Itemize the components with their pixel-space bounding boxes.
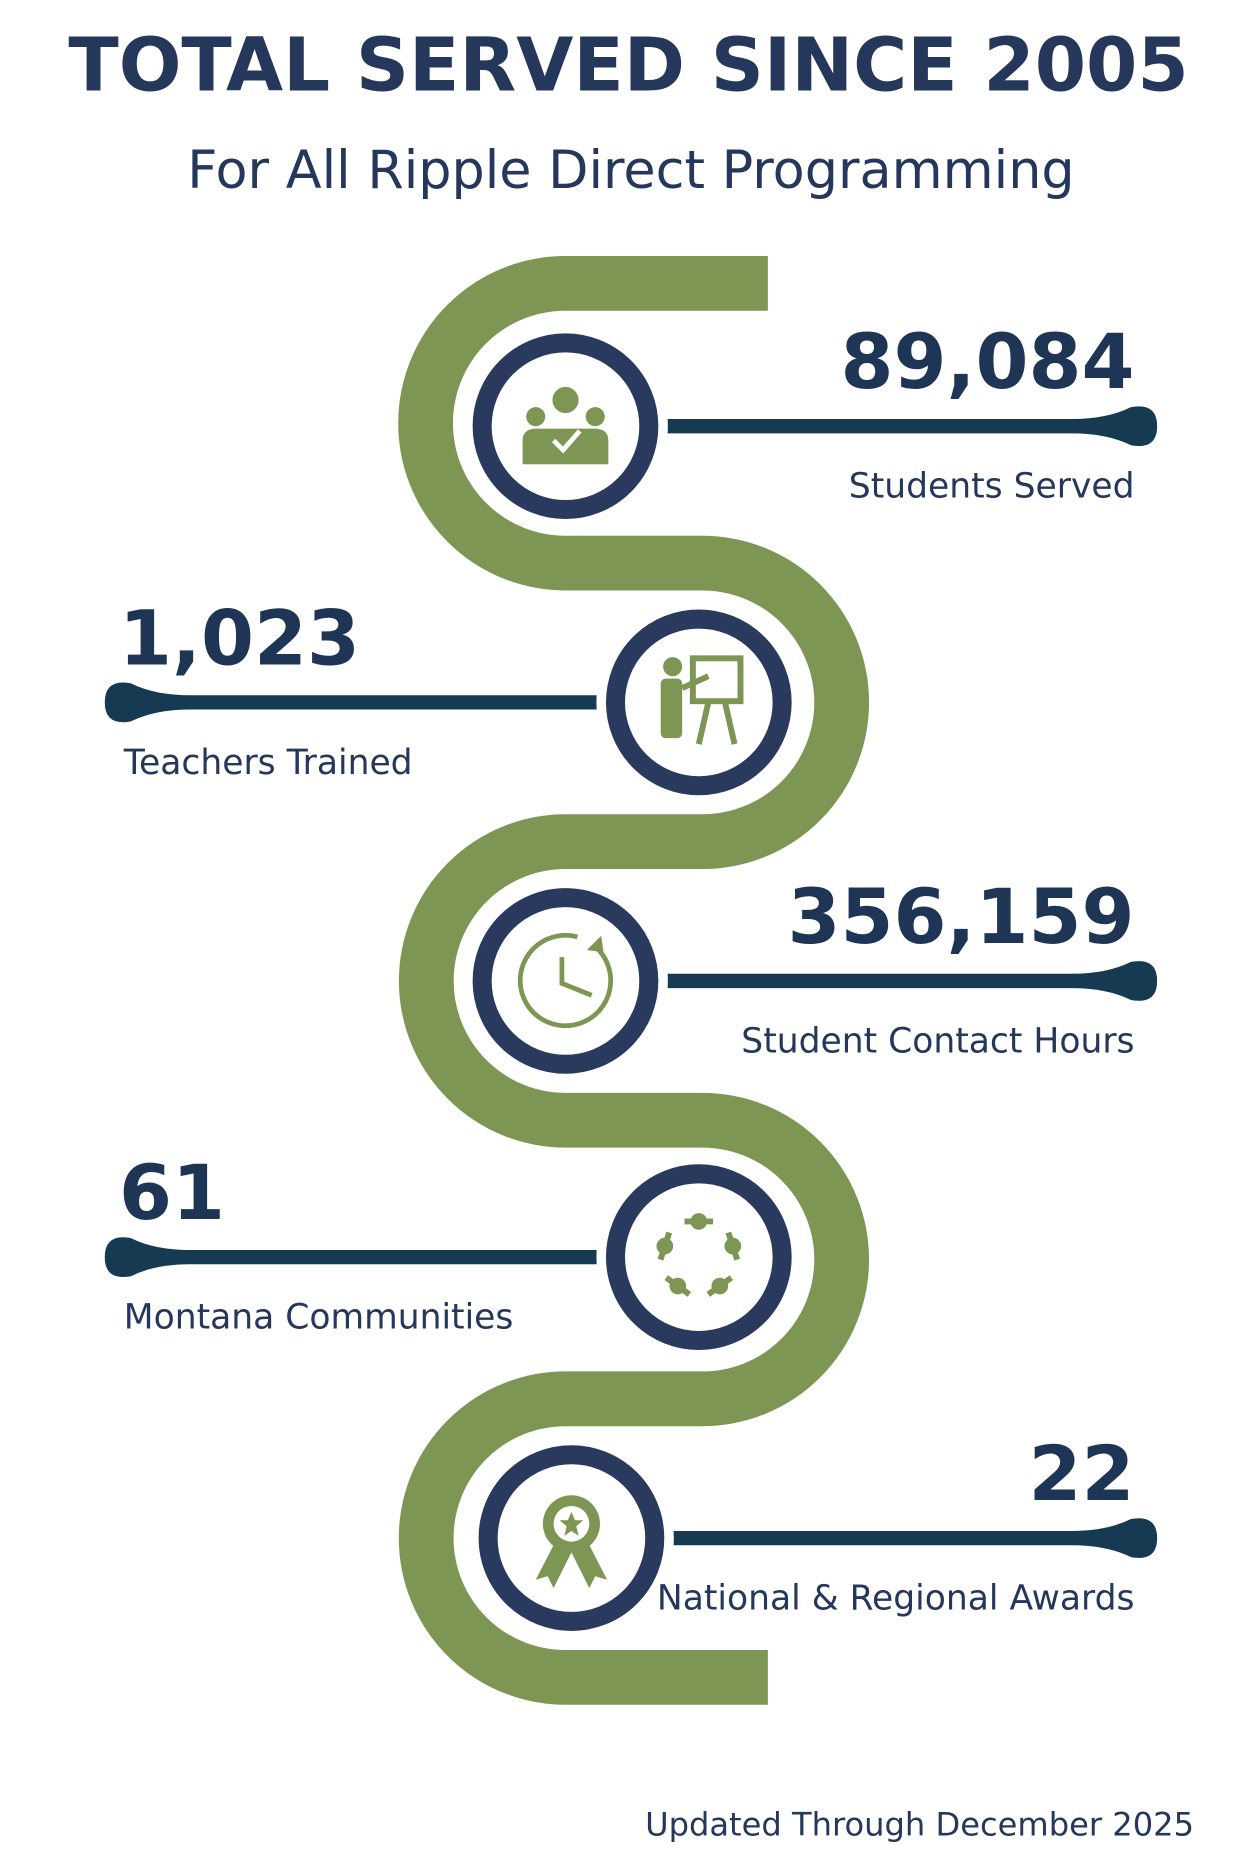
stat-item: 356,159 Student Contact Hours [463,872,1158,1084]
icon [551,429,582,454]
stat-value: 1,023 [119,593,360,682]
connector [565,406,1158,447]
icon [559,957,593,998]
connector [571,1518,1158,1558]
stat-label: National & Regional Awards [657,1579,1135,1619]
stat-value: 356,159 [788,872,1135,961]
icon [725,1231,741,1261]
stat-item: 22 National & Regional Awards [469,1429,1158,1641]
icon [559,1511,584,1536]
icon [660,678,683,739]
icon [535,1538,608,1589]
icon-ring [472,888,659,1074]
icon [552,386,579,414]
stat-value: 89,084 [841,317,1135,406]
icon [663,657,683,677]
icon [657,1231,673,1261]
stat-item: 1,023 Teachers Trained [104,593,802,805]
stats: 89,084 Students Served 1,023 Teachers Train… [104,317,1158,1641]
icon [706,1275,734,1297]
icon [689,655,744,705]
stat-value: 61 [119,1148,225,1237]
icon [586,935,604,953]
icon-ring [472,333,659,520]
subtitle: For All Ripple Direct Programming [187,140,1074,201]
stat-label: Student Contact Hours [741,1021,1134,1061]
connector [104,682,699,723]
connector [565,961,1158,1001]
icon [517,932,614,1029]
stat-item: 89,084 Students Served [463,317,1158,529]
icon-ring [605,1164,792,1350]
icon [664,1275,692,1297]
icon [526,407,546,427]
stat-label: Montana Communities [124,1298,514,1338]
stat-item: 61 Montana Communities [104,1148,802,1360]
stat-value: 22 [1028,1429,1134,1518]
icon [585,407,605,427]
connector [104,1237,699,1277]
stat-label: Students Served [849,467,1135,507]
stat-label: Teachers Trained [123,743,413,783]
title: TOTAL SERVED SINCE 2005 [68,22,1188,108]
icon [680,673,738,745]
footer: Updated Through December 2025 [645,1806,1194,1844]
winding-path [398,255,869,1705]
